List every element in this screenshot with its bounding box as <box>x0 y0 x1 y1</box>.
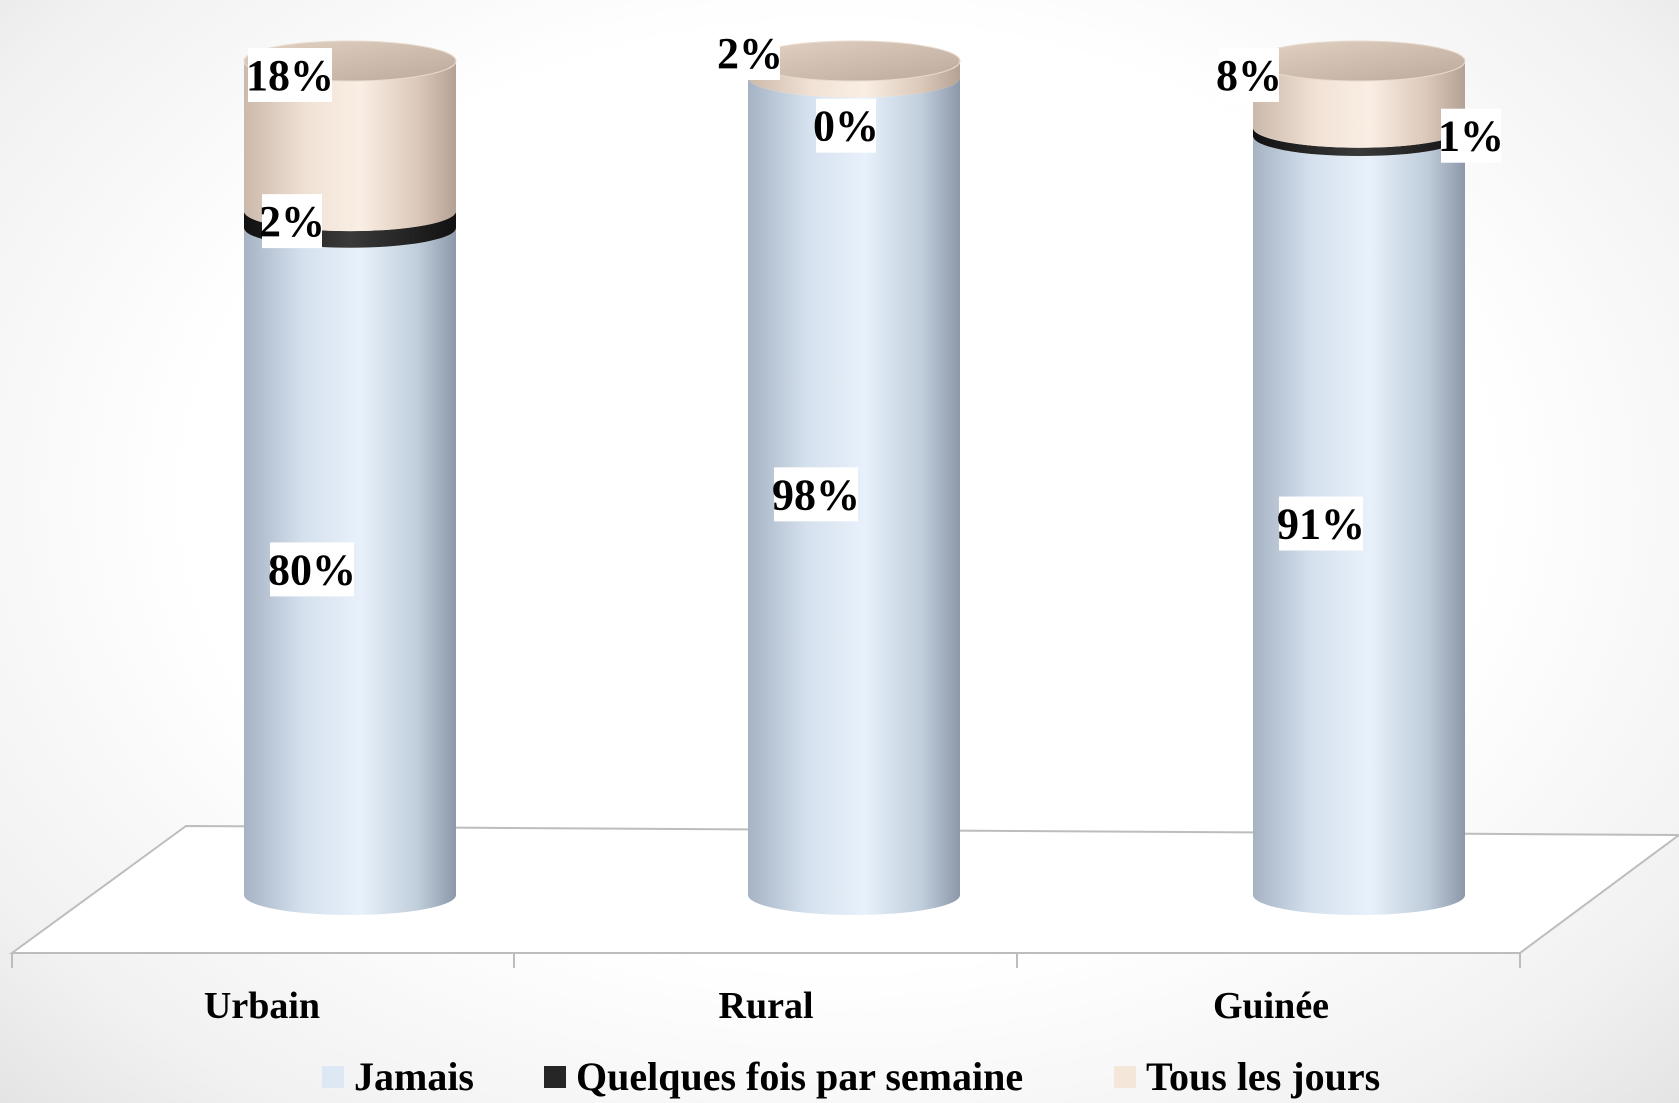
svg-text:98%: 98% <box>772 470 860 519</box>
bar-segment-rural-tous-les-jours <box>748 61 961 98</box>
data-label-guinee-jamais: 91% <box>1277 496 1365 551</box>
legend-item-tous-les-jours: Tous les jours <box>1114 1054 1380 1099</box>
bar-segment-guinee-quelques-fois-par-semaine <box>1253 127 1465 157</box>
bar-urbain <box>243 40 457 916</box>
svg-text:0%: 0% <box>813 102 879 151</box>
legend-swatch-tous-les-jours <box>1114 1066 1136 1088</box>
data-label-urbain-tous-les-jours: 18% <box>246 48 334 102</box>
legend-label-tous-les-jours: Tous les jours <box>1146 1054 1380 1099</box>
category-label-guinee: Guinée <box>1213 985 1329 1027</box>
legend-swatch-jamais <box>322 1066 344 1088</box>
svg-text:8%: 8% <box>1216 51 1282 100</box>
category-label-urbain: Urbain <box>204 985 320 1027</box>
bar-top-guinee <box>1252 40 1466 82</box>
data-labels: 80% 2% 18% 98% 0% 2% 91% 1% 8% <box>246 26 1504 597</box>
legend-item-quelques-fois-par-semaine: Quelques fois par semaine <box>544 1054 1023 1099</box>
data-label-guinee-tous-les-jours: 8% <box>1216 48 1282 102</box>
category-label-rural: Rural <box>719 985 814 1027</box>
data-label-rural-quelques-fois-par-semaine: 0% <box>813 98 879 153</box>
data-label-rural-tous-les-jours: 2% <box>717 26 783 80</box>
legend-label-quelques-fois-par-semaine: Quelques fois par semaine <box>576 1054 1023 1099</box>
legend-swatch-quelques-fois-par-semaine <box>544 1066 566 1088</box>
data-label-rural-jamais: 98% <box>772 467 860 522</box>
svg-text:2%: 2% <box>259 197 325 246</box>
legend: Jamais Quelques fois par semaine Tous les … <box>322 1054 1380 1099</box>
svg-text:2%: 2% <box>717 29 783 78</box>
bar-segment-guinee-tous-les-jours <box>1253 61 1465 148</box>
category-axis: Urbain Rural Guinée <box>204 985 1329 1027</box>
svg-text:91%: 91% <box>1277 500 1365 549</box>
svg-text:1%: 1% <box>1438 112 1504 161</box>
svg-text:18%: 18% <box>246 51 334 100</box>
bar-segment-urbain-tous-les-jours <box>244 61 456 232</box>
svg-text:80%: 80% <box>268 545 356 594</box>
data-label-guinee-quelques-fois-par-semaine: 1% <box>1438 108 1504 163</box>
data-label-urbain-quelques-fois-par-semaine: 2% <box>259 194 325 249</box>
legend-label-jamais: Jamais <box>354 1054 474 1099</box>
data-label-urbain-jamais: 80% <box>268 542 356 597</box>
legend-item-jamais: Jamais <box>322 1054 474 1099</box>
bar-guinee <box>1252 40 1466 915</box>
